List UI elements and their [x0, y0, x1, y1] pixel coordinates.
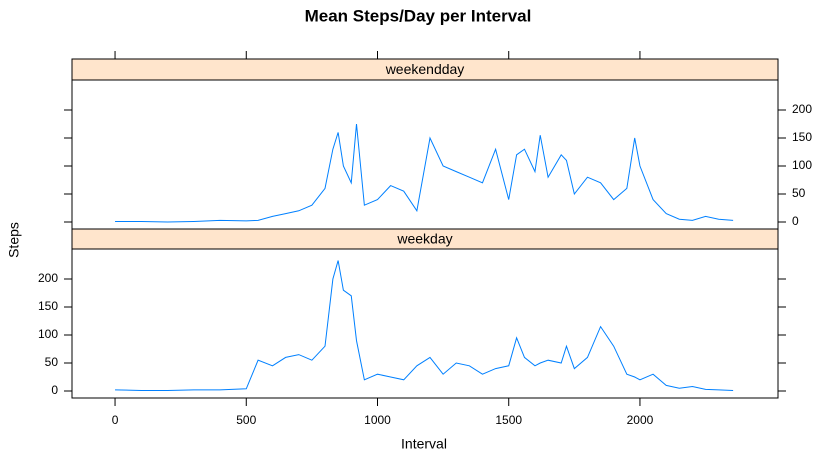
- y-tick-label: 0: [792, 214, 799, 228]
- y-tick-label: 100: [38, 327, 58, 341]
- x-tick-label: 0: [112, 413, 119, 427]
- y-tick-label: 100: [792, 158, 812, 172]
- x-tick-label: 1500: [495, 413, 522, 427]
- panel-border: [71, 248, 779, 399]
- x-axis-label: Interval: [401, 436, 447, 452]
- x-tick-label: 2000: [627, 413, 654, 427]
- y-tick-label: 200: [38, 271, 58, 285]
- y-tick-label: 150: [792, 130, 812, 144]
- y-tick-label: 0: [51, 383, 58, 397]
- strip-label: weekday: [396, 231, 452, 247]
- y-tick-label: 150: [38, 299, 58, 313]
- panel-border: [71, 79, 779, 230]
- x-tick-label: 1000: [364, 413, 391, 427]
- y-axis-label: Steps: [6, 222, 22, 258]
- y-tick-label: 50: [45, 355, 59, 369]
- y-tick-label: 200: [792, 102, 812, 116]
- y-tick-label: 50: [792, 186, 806, 200]
- strip-label: weekendday: [385, 61, 465, 77]
- x-tick-label: 500: [236, 413, 256, 427]
- series-line: [115, 123, 734, 223]
- chart-title: Mean Steps/Day per Interval: [305, 6, 532, 25]
- series-line: [115, 260, 734, 391]
